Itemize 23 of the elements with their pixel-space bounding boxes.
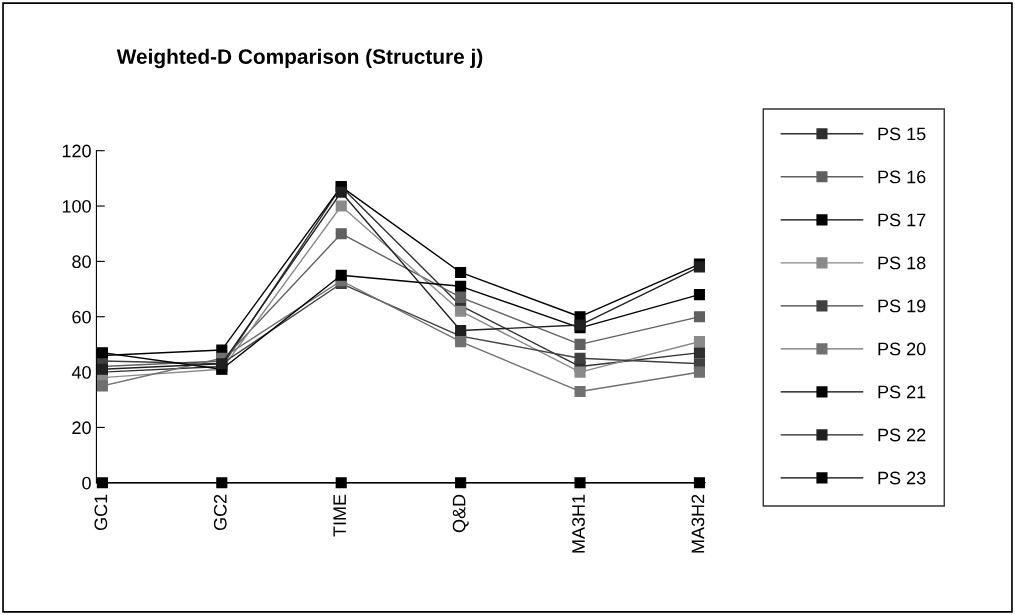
x-tick-label: TIME	[333, 494, 346, 537]
x-tick-label: MA3H2	[691, 494, 705, 553]
legend-label: PS 17	[878, 213, 926, 227]
y-tick-label: 20	[72, 421, 91, 435]
y-tick-label: 80	[72, 255, 91, 269]
x-tick-label: Q&D	[452, 494, 469, 533]
x-tick-label: MA3H1	[572, 494, 585, 553]
x-tick-label: GC2	[213, 494, 227, 531]
chart-title: Weighted-D Comparison (Structure j)	[116, 48, 483, 69]
legend-label: PS 23	[878, 471, 926, 485]
y-tick-label: 100	[62, 199, 91, 213]
legend-label: PS 16	[878, 170, 926, 184]
legend-label: PS 15	[878, 127, 926, 141]
legend-label: PS 19	[878, 299, 926, 313]
y-tick-label: 0	[82, 476, 91, 490]
legend-label: PS 18	[878, 256, 926, 270]
legend-label: PS 20	[878, 342, 926, 356]
y-tick-label: 120	[62, 144, 91, 158]
x-tick-label: GC1	[94, 494, 108, 531]
y-tick-label: 40	[71, 366, 91, 379]
legend-label: PS 22	[878, 428, 926, 442]
legend-label: PS 21	[878, 385, 926, 399]
y-tick-label: 60	[72, 310, 91, 324]
